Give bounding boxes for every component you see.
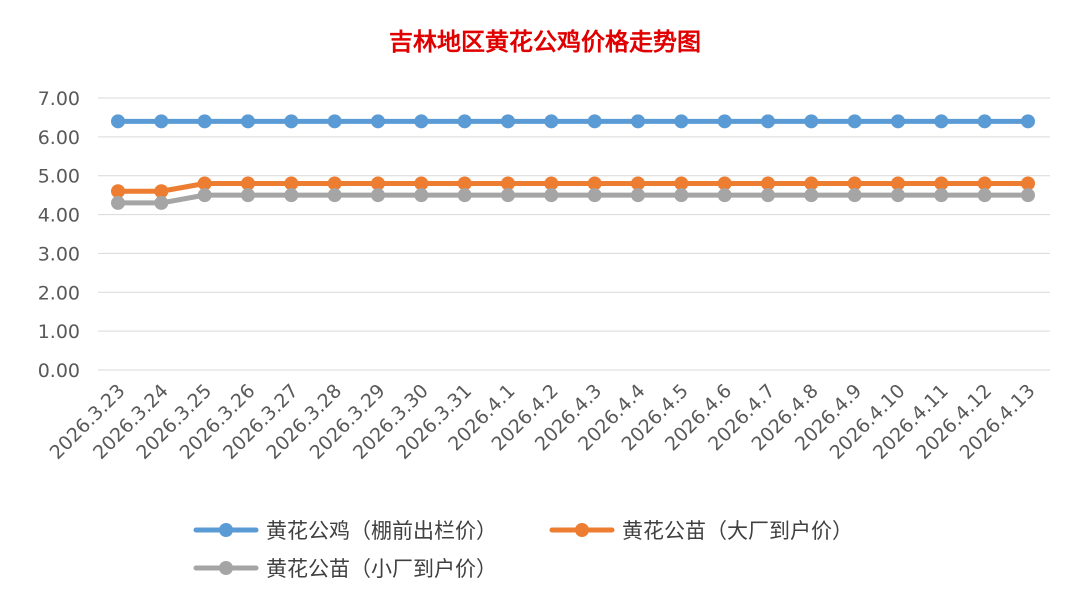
y-tick-label: 7.00 (38, 88, 80, 110)
data-point (587, 176, 602, 191)
data-point (284, 188, 299, 203)
y-tick-label: 1.00 (38, 321, 80, 343)
data-point (544, 114, 559, 129)
data-point (371, 176, 385, 191)
data-point (934, 176, 949, 191)
data-point (414, 176, 429, 191)
data-point (197, 176, 212, 191)
data-point (457, 176, 472, 191)
legend-swatch-marker (219, 523, 233, 537)
data-point (847, 176, 862, 191)
data-point (197, 114, 212, 129)
y-tick-label: 4.00 (38, 205, 80, 227)
data-point (154, 195, 169, 210)
data-point (631, 114, 645, 129)
data-point (631, 176, 645, 191)
y-tick-label: 2.00 (38, 282, 80, 304)
legend-item: 黄花公鸡（棚前出栏价） (193, 519, 497, 543)
data-point (327, 176, 342, 191)
data-point (717, 176, 732, 191)
data-point (544, 188, 559, 203)
data-point (674, 188, 689, 203)
y-tick-label: 3.00 (38, 243, 80, 265)
series-line (115, 192, 1031, 206)
series-2 (111, 176, 1035, 199)
x-axis-ticks: 2026.3.232026.3.242026.3.252026.3.262026… (46, 380, 1040, 464)
data-point (761, 176, 775, 191)
data-point (241, 114, 255, 129)
data-point (1021, 114, 1035, 129)
data-point (1021, 188, 1035, 203)
legend-item: 黄花公苗（大厂到户价） (549, 519, 853, 543)
series-line (115, 180, 1031, 194)
data-point (371, 188, 385, 203)
gridlines (98, 97, 1050, 371)
data-point (631, 188, 645, 203)
data-point (111, 114, 125, 129)
y-tick-label: 5.00 (38, 166, 80, 188)
data-point (371, 114, 385, 129)
legend-label: 黄花公鸡（棚前出栏价） (266, 519, 497, 543)
data-point (154, 184, 169, 199)
legend-swatch-marker (575, 523, 589, 537)
data-point (327, 114, 342, 129)
data-point (891, 176, 905, 191)
legend-label: 黄花公苗（大厂到户价） (622, 519, 853, 543)
data-point (284, 176, 299, 191)
data-point (674, 176, 689, 191)
data-point (891, 114, 905, 129)
data-point (761, 114, 775, 129)
series-lines (111, 114, 1035, 210)
data-point (804, 114, 819, 129)
data-point (717, 188, 732, 203)
data-point (284, 114, 299, 129)
data-point (1021, 176, 1035, 191)
data-point (241, 176, 255, 191)
data-point (587, 188, 602, 203)
legend-swatch-marker (219, 561, 233, 575)
legend: 黄花公鸡（棚前出栏价） 黄花公苗（大厂到户价） 黄花公苗（小厂到户价） (193, 519, 853, 581)
data-point (501, 176, 515, 191)
data-point (977, 188, 992, 203)
data-point (587, 114, 602, 129)
data-point (111, 184, 125, 199)
data-point (457, 114, 472, 129)
data-point (414, 114, 429, 129)
series-3 (111, 188, 1035, 210)
y-tick-label: 0.00 (38, 360, 80, 382)
data-point (891, 188, 905, 203)
y-axis-ticks: 0.00 1.00 2.00 3.00 4.00 5.00 6.00 7.00 (38, 88, 80, 382)
data-point (977, 114, 992, 129)
data-point (934, 188, 949, 203)
data-point (327, 188, 342, 203)
chart-title: 吉林地区黄花公鸡价格走势图 (389, 27, 701, 56)
data-point (717, 114, 732, 129)
legend-item: 黄花公苗（小厂到户价） (193, 557, 497, 581)
data-point (544, 176, 559, 191)
data-point (197, 188, 212, 203)
y-tick-label: 6.00 (38, 127, 80, 149)
data-point (847, 114, 862, 129)
data-point (847, 188, 862, 203)
data-point (674, 114, 689, 129)
data-point (111, 195, 125, 210)
data-point (804, 188, 819, 203)
data-point (804, 176, 819, 191)
data-point (977, 176, 992, 191)
data-point (501, 188, 515, 203)
data-point (154, 114, 169, 129)
data-point (457, 188, 472, 203)
data-point (414, 188, 429, 203)
data-point (761, 188, 775, 203)
data-point (934, 114, 949, 129)
data-point (501, 114, 515, 129)
data-point (241, 188, 255, 203)
series-1 (111, 114, 1035, 129)
legend-label: 黄花公苗（小厂到户价） (266, 557, 497, 581)
